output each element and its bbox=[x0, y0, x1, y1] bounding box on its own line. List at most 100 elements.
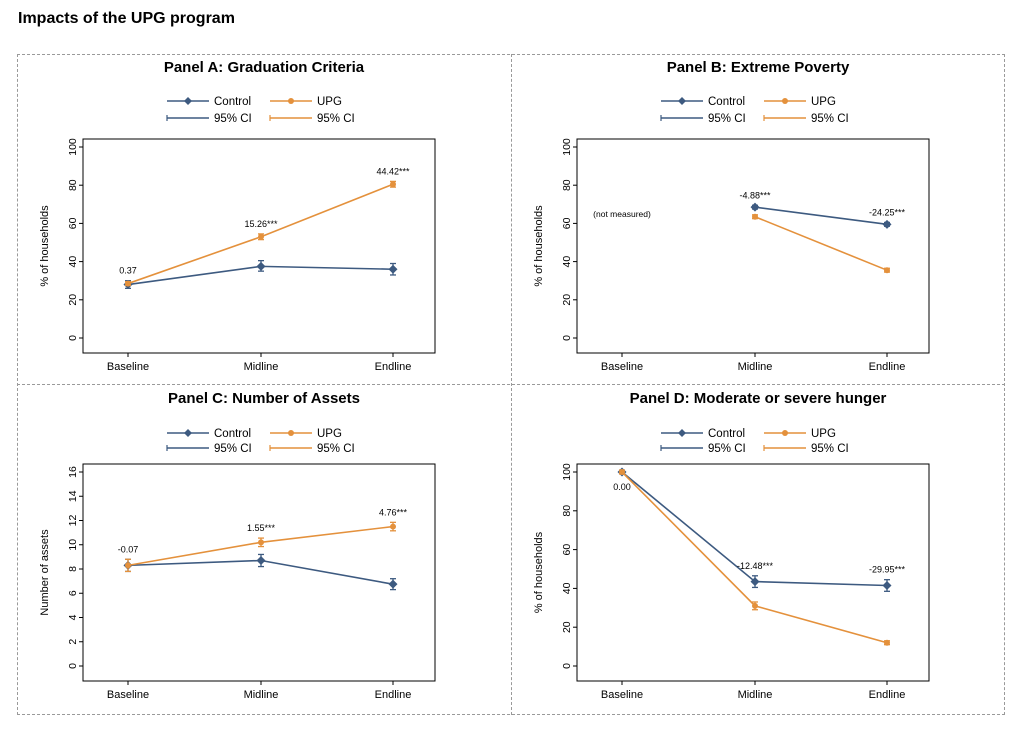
legend-label: 95% CI bbox=[708, 113, 746, 125]
legend-label: 95% CI bbox=[317, 113, 355, 125]
data-point bbox=[256, 261, 266, 271]
circle-marker-icon bbox=[288, 430, 294, 436]
y-axis-label: % of households bbox=[533, 531, 545, 613]
data-point bbox=[882, 580, 892, 590]
y-tick-label: 80 bbox=[561, 505, 573, 517]
effect-label: 44.42*** bbox=[376, 166, 410, 176]
y-tick-label: 60 bbox=[561, 217, 573, 229]
legend-label: 95% CI bbox=[214, 113, 252, 125]
legend-label: 95% CI bbox=[317, 443, 355, 455]
series-line bbox=[621, 471, 888, 644]
data-point bbox=[388, 264, 398, 274]
y-axis-label: % of households bbox=[533, 205, 545, 287]
effect-label: -29.95*** bbox=[869, 565, 906, 575]
y-tick-label: 40 bbox=[561, 582, 573, 594]
legend-upg-ci: 95% CI bbox=[763, 113, 849, 125]
legend-control-ci: 95% CI bbox=[660, 443, 746, 455]
data-point bbox=[882, 219, 892, 229]
y-tick-label: 16 bbox=[67, 466, 79, 478]
panel-c: Panel C: Number of Assets Control UPG 95% C… bbox=[39, 390, 436, 701]
x-tick-label: Midline bbox=[244, 361, 279, 373]
page-title: Impacts of the UPG program bbox=[18, 10, 235, 27]
data-point bbox=[390, 181, 396, 188]
panel-title: Panel A: Graduation Criteria bbox=[164, 59, 365, 76]
effect-label: -4.88*** bbox=[739, 190, 771, 200]
diamond-marker-icon bbox=[184, 97, 192, 105]
data-point bbox=[258, 539, 264, 546]
legend-control: Control bbox=[661, 96, 745, 108]
legend-label: 95% CI bbox=[214, 443, 252, 455]
plot-area bbox=[82, 138, 436, 354]
not-measured-note: (not measured) bbox=[593, 209, 651, 219]
data-point bbox=[125, 562, 131, 569]
data-point bbox=[752, 213, 758, 220]
x-tick-label: Endline bbox=[869, 689, 906, 701]
x-tick-label: Endline bbox=[375, 689, 412, 701]
x-tick-label: Baseline bbox=[601, 689, 643, 701]
y-tick-label: 20 bbox=[561, 621, 573, 633]
x-tick-label: Midline bbox=[738, 361, 773, 373]
y-tick-label: 2 bbox=[67, 639, 79, 645]
series-control bbox=[123, 259, 398, 290]
data-point bbox=[390, 523, 396, 530]
legend-label: Control bbox=[214, 96, 251, 108]
legend-control: Control bbox=[661, 428, 745, 440]
series-control bbox=[750, 202, 892, 229]
effect-label: 0.37 bbox=[119, 266, 137, 276]
y-tick-label: 80 bbox=[67, 179, 79, 191]
circle-marker-icon bbox=[782, 98, 788, 104]
series-upg bbox=[752, 213, 890, 274]
series-line bbox=[754, 215, 888, 271]
x-tick-label: Baseline bbox=[601, 361, 643, 373]
series-upg bbox=[125, 521, 396, 573]
legend-control-ci: 95% CI bbox=[166, 443, 252, 455]
legend-upg: UPG bbox=[270, 428, 342, 440]
y-tick-label: 0 bbox=[67, 663, 79, 669]
legend-label: 95% CI bbox=[708, 443, 746, 455]
y-tick-label: 12 bbox=[67, 515, 79, 527]
y-tick-label: 8 bbox=[67, 566, 79, 572]
legend-upg-ci: 95% CI bbox=[763, 443, 849, 455]
legend-label: Control bbox=[214, 428, 251, 440]
panel-d: Panel D: Moderate or severe hunger Contro… bbox=[533, 390, 930, 701]
effect-label: -12.48*** bbox=[737, 561, 774, 571]
y-tick-label: 40 bbox=[561, 256, 573, 268]
legend-label: UPG bbox=[317, 96, 342, 108]
x-tick-label: Midline bbox=[244, 689, 279, 701]
y-tick-label: 80 bbox=[561, 179, 573, 191]
y-tick-label: 0 bbox=[561, 663, 573, 669]
y-tick-label: 100 bbox=[561, 138, 573, 156]
panel-title: Panel C: Number of Assets bbox=[168, 390, 360, 407]
y-tick-label: 100 bbox=[67, 138, 79, 156]
legend-control: Control bbox=[167, 96, 251, 108]
panel-divider-horizontal bbox=[17, 384, 1005, 385]
data-point bbox=[256, 556, 266, 566]
legend-upg: UPG bbox=[270, 96, 342, 108]
x-tick-label: Baseline bbox=[107, 361, 149, 373]
legend-label: UPG bbox=[317, 428, 342, 440]
effect-label: 1.55*** bbox=[247, 523, 276, 533]
panel-title: Panel B: Extreme Poverty bbox=[667, 59, 850, 76]
plot-area bbox=[576, 463, 930, 682]
x-tick-label: Baseline bbox=[107, 689, 149, 701]
legend: Control UPG 95% CI 95% CI bbox=[166, 428, 355, 455]
series-line bbox=[754, 206, 888, 226]
legend-control: Control bbox=[167, 428, 251, 440]
legend: Control UPG 95% CI 95% CI bbox=[166, 96, 355, 125]
data-point bbox=[258, 233, 264, 240]
y-tick-label: 6 bbox=[67, 590, 79, 596]
y-axis-label: % of households bbox=[39, 205, 51, 287]
effect-label: 0.00 bbox=[613, 482, 631, 492]
x-tick-label: Midline bbox=[738, 689, 773, 701]
legend: Control UPG 95% CI 95% CI bbox=[660, 428, 849, 455]
legend-upg: UPG bbox=[764, 428, 836, 440]
y-tick-label: 0 bbox=[561, 335, 573, 341]
panel-a: Panel A: Graduation Criteria Control UPG 95… bbox=[39, 59, 436, 373]
data-point bbox=[125, 280, 131, 287]
effect-label: 4.76*** bbox=[379, 507, 408, 517]
plot-area bbox=[576, 138, 930, 354]
y-axis-label: Number of assets bbox=[39, 529, 51, 616]
data-point bbox=[752, 602, 758, 609]
effect-label: -24.25*** bbox=[869, 207, 906, 217]
series-upg bbox=[619, 469, 890, 646]
